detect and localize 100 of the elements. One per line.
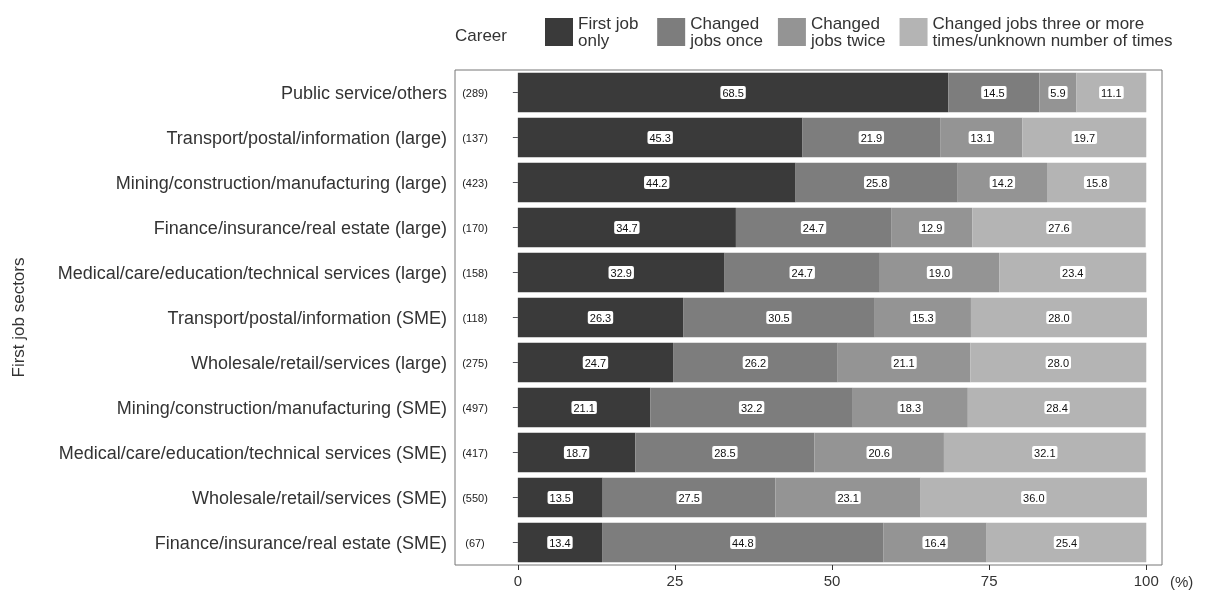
legend-title: Career: [455, 26, 508, 45]
data-label: 13.1: [970, 131, 993, 144]
annotation: (423): [462, 176, 488, 189]
data-label: 24.7: [584, 356, 607, 369]
data-label: 28.5: [714, 446, 736, 459]
data-label: 23.4: [1062, 266, 1084, 279]
x-tick-label: 25: [666, 572, 684, 589]
bar: [940, 117, 1023, 158]
bar: [1076, 72, 1147, 113]
data-label: 23.1: [837, 491, 859, 504]
bar: [970, 342, 1147, 383]
bar: [517, 207, 736, 248]
y-tick-label: Wholesale/retail/services (large): [190, 352, 447, 373]
x-tick-label: 100: [1133, 572, 1159, 589]
annotation: (550): [462, 491, 488, 504]
bar: [957, 162, 1047, 203]
y-tick-label: Transport/postal/information (large): [166, 127, 447, 148]
data-label: 24.7: [791, 266, 813, 279]
legend-label: Changed jobs twice: [809, 14, 886, 50]
data-label: 15.3: [912, 311, 934, 324]
data-label: 24.7: [802, 221, 825, 234]
data-label: 25.8: [865, 176, 888, 189]
data-label: 27.6: [1048, 221, 1070, 234]
data-label: 18.3: [899, 401, 922, 414]
x-tick-label: 50: [823, 572, 841, 589]
data-label: 19.0: [928, 266, 951, 279]
bar: [814, 432, 944, 473]
data-label: 14.5: [983, 86, 1005, 99]
bar: [972, 207, 1146, 248]
bar: [517, 432, 636, 473]
x-axis-title: (%): [1170, 573, 1194, 590]
data-label: 32.2: [740, 401, 763, 414]
bar: [920, 477, 1147, 518]
annotation: (137): [462, 131, 488, 144]
data-label: 28.0: [1048, 311, 1070, 324]
bar: [943, 432, 1146, 473]
annotation: (67): [465, 536, 485, 549]
data-label: 30.5: [768, 311, 790, 324]
data-label: 11.1: [1101, 86, 1122, 99]
annotation: (289): [462, 86, 488, 99]
y-tick-label: Finance/insurance/real estate (SME): [154, 532, 447, 553]
data-label: 68.5: [722, 86, 744, 99]
data-label: 44.8: [732, 536, 754, 549]
data-label: 13.5: [549, 491, 571, 504]
data-label: 25.4: [1055, 536, 1078, 549]
data-label: 45.3: [649, 131, 671, 144]
data-label: 26.2: [744, 356, 767, 369]
y-tick-label: Public service/others: [280, 82, 447, 103]
y-tick-label: Wholesale/retail/services (SME): [191, 487, 447, 508]
y-tick-label: Finance/insurance/real estate (large): [153, 217, 447, 238]
data-label: 20.6: [868, 446, 890, 459]
bar: [517, 342, 674, 383]
data-label: 27.5: [678, 491, 700, 504]
y-tick-label: Medical/care/education/technical services (SME): [58, 442, 447, 463]
data-label: 19.7: [1073, 131, 1096, 144]
bar: [635, 432, 815, 473]
y-tick-label: Mining/construction/manufacturing (SME): [116, 397, 447, 418]
bar: [517, 477, 603, 518]
bar: [874, 297, 971, 338]
bar: [948, 72, 1040, 113]
annotation: (417): [462, 446, 488, 459]
bar: [795, 162, 958, 203]
bar: [517, 162, 796, 203]
bar: [852, 387, 968, 428]
bar: [967, 387, 1147, 428]
bar: [517, 387, 651, 428]
data-label: 16.4: [924, 536, 946, 549]
data-label: 18.7: [565, 446, 588, 459]
bar: [999, 252, 1147, 293]
bar: [970, 297, 1147, 338]
y-tick-label: Transport/postal/information (SME): [167, 307, 447, 328]
bar: [986, 522, 1147, 563]
y-tick-label: Mining/construction/manufacturing (large): [115, 172, 447, 193]
bar: [673, 342, 838, 383]
bar: [602, 477, 776, 518]
data-label: 21.9: [860, 131, 883, 144]
data-label: 44.2: [646, 176, 668, 189]
bar: [683, 297, 875, 338]
data-label: 12.9: [920, 221, 943, 234]
bar: [517, 252, 725, 293]
bar: [837, 342, 971, 383]
annotation: (158): [462, 266, 488, 279]
bar: [517, 297, 684, 338]
data-label: 36.0: [1023, 491, 1045, 504]
data-label: 15.8: [1085, 176, 1108, 189]
bar: [517, 72, 949, 113]
bar: [517, 522, 603, 563]
bar: [891, 207, 973, 248]
bar: [879, 252, 1000, 293]
y-tick-label: Medical/care/education/technical services (large): [57, 262, 447, 283]
data-label: 28.4: [1046, 401, 1068, 414]
annotation: (118): [462, 311, 488, 324]
data-label: 21.1: [893, 356, 915, 369]
bar: [1046, 162, 1147, 203]
bar: [735, 207, 892, 248]
annotation: (275): [462, 356, 488, 369]
bar: [1022, 117, 1147, 158]
bar: [883, 522, 987, 563]
x-tick-label: 75: [980, 572, 998, 589]
legend-label: First job only: [578, 14, 644, 50]
